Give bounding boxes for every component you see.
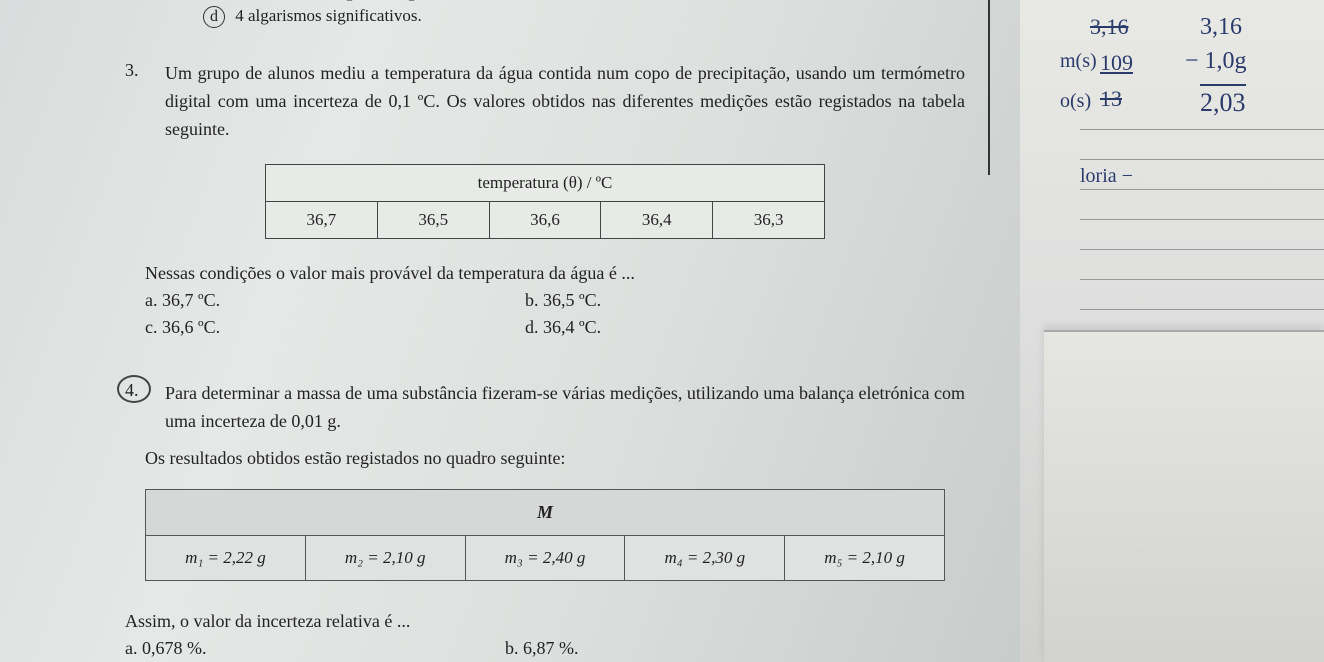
conditions-text: Nessas condições o valor mais provável d…: [145, 263, 965, 284]
handwritten-note: loria −: [1080, 165, 1133, 188]
question-4: 4. Para determinar a massa de uma substâ…: [125, 380, 965, 660]
handwritten-note: 13: [1100, 86, 1122, 112]
mass-value: m₅ = 2,10 g: [785, 536, 945, 581]
assim-text: Assim, o valor da incerteza relativa é .…: [125, 611, 965, 632]
question-number: 4.: [125, 380, 139, 401]
options-row-1: a. 36,7 ºC. b. 36,5 ºC.: [145, 290, 965, 311]
question-text-2: Os resultados obtidos estão registados n…: [145, 445, 965, 473]
option-b: b. 36,5 ºC.: [525, 290, 905, 311]
question-3: 3. Um grupo de alunos mediu a temperatur…: [125, 60, 965, 338]
prev-option-partial: algarismo significativos.: [335, 0, 482, 3]
notebook-stack: [1044, 330, 1324, 662]
mass-value: m₃ = 2,40 g: [465, 536, 625, 581]
question-text: Um grupo de alunos mediu a temperatura d…: [165, 60, 965, 144]
mass-table: M m₁ = 2,22 g m₂ = 2,10 g m₃ = 2,40 g m₄…: [145, 489, 945, 581]
exam-paper: algarismo significativos. d 4 algarismos…: [0, 0, 1020, 662]
option-d-prev: d 4 algarismos significativos.: [203, 6, 965, 28]
option-c: c. 36,6 ºC.: [145, 317, 525, 338]
temp-value: 36,6: [489, 201, 601, 238]
handwritten-note: o(s): [1060, 90, 1091, 113]
option-text: 4 algarismos significativos.: [235, 6, 422, 25]
handwritten-note: 109: [1100, 50, 1133, 76]
temp-value: 36,7: [266, 201, 378, 238]
content-area: algarismo significativos. d 4 algarismos…: [125, 0, 995, 659]
table-row: 36,7 36,5 36,6 36,4 36,3: [266, 201, 825, 238]
option-d: d. 36,4 ºC.: [525, 317, 905, 338]
option-b: b. 6,87 %.: [505, 638, 885, 659]
table-header: temperatura (θ) / ºC: [266, 164, 825, 201]
mass-value: m₂ = 2,10 g: [305, 536, 465, 581]
option-a: a. 0,678 %.: [125, 638, 505, 659]
circled-letter: d: [203, 6, 225, 28]
temp-value: 36,3: [713, 201, 825, 238]
handwritten-note: m(s): [1060, 50, 1097, 73]
temp-value: 36,5: [377, 201, 489, 238]
question-number: 3.: [125, 60, 139, 81]
handwritten-note: 2,03: [1200, 84, 1246, 118]
mass-value: m₁ = 2,22 g: [146, 536, 306, 581]
options-row-2: c. 36,6 ºC. d. 36,4 ºC.: [145, 317, 965, 338]
options-row-1: a. 0,678 %. b. 6,87 %.: [125, 638, 965, 659]
handwritten-note: − 1,0g: [1185, 48, 1247, 75]
handwritten-note: 3,16: [1200, 14, 1242, 41]
temperature-table: temperatura (θ) / ºC 36,7 36,5 36,6 36,4…: [265, 164, 825, 239]
question-text-1: Para determinar a massa de uma substânci…: [165, 380, 965, 436]
temp-value: 36,4: [601, 201, 713, 238]
option-a: a. 36,7 ºC.: [145, 290, 525, 311]
mass-value: m₄ = 2,30 g: [625, 536, 785, 581]
table-header: M: [146, 490, 945, 536]
ruled-lines: [1080, 100, 1324, 310]
table-row: m₁ = 2,22 g m₂ = 2,10 g m₃ = 2,40 g m₄ =…: [146, 536, 945, 581]
handwritten-note: 3,16: [1090, 14, 1129, 40]
